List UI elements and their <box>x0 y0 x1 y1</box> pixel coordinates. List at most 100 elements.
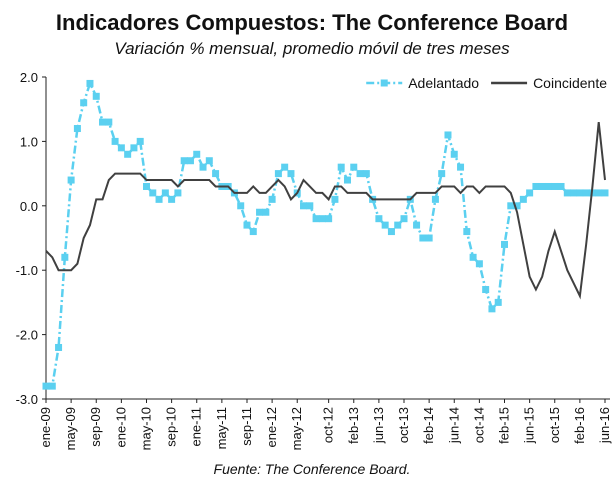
series-marker <box>168 195 176 203</box>
series-marker <box>507 202 515 210</box>
series-marker <box>161 189 169 197</box>
series-marker <box>469 253 477 261</box>
series-marker <box>375 215 383 223</box>
legend-label: Coincidente <box>533 75 607 91</box>
series-marker <box>444 131 452 139</box>
chart-subtitle: Variación % mensual, promedio móvil de t… <box>114 39 510 58</box>
series-marker <box>438 170 446 178</box>
x-tick-label: oct-15 <box>547 407 562 443</box>
chart-title: Indicadores Compuestos: The Conference B… <box>56 10 568 35</box>
series-marker <box>431 195 439 203</box>
series-marker <box>117 144 125 152</box>
series-marker <box>457 163 465 171</box>
legend-marker <box>380 79 388 87</box>
y-tick-label: 0.0 <box>20 199 38 214</box>
series-marker <box>557 182 565 190</box>
x-tick-label: feb-13 <box>346 407 361 444</box>
series-marker <box>563 189 571 197</box>
series-marker <box>419 234 427 242</box>
series-marker <box>538 182 546 190</box>
x-tick-label: feb-15 <box>497 407 512 444</box>
series-marker <box>86 79 94 87</box>
series-marker <box>488 305 496 313</box>
series-marker <box>400 215 408 223</box>
series-marker <box>413 221 421 229</box>
series-marker <box>475 260 483 268</box>
series-marker <box>243 221 251 229</box>
x-tick-label: may-12 <box>289 407 304 450</box>
series-marker <box>186 157 194 165</box>
series-marker <box>325 215 333 223</box>
series-marker <box>199 163 207 171</box>
source-note: Fuente: The Conference Board. <box>214 461 411 477</box>
series-marker <box>111 137 119 145</box>
x-tick-label: may-11 <box>214 407 229 449</box>
x-tick-label: sep-11 <box>239 407 254 446</box>
series-marker <box>67 176 75 184</box>
y-tick-label: 2.0 <box>20 70 38 85</box>
y-tick-label: -1.0 <box>16 263 38 278</box>
series-marker <box>237 202 245 210</box>
series-marker <box>381 221 389 229</box>
x-tick-label: jun-15 <box>522 407 537 444</box>
series-marker <box>99 118 107 126</box>
x-tick-label: jun-16 <box>597 407 612 444</box>
series-marker <box>205 157 213 165</box>
y-tick-label: 1.0 <box>20 134 38 149</box>
series-marker <box>92 92 100 100</box>
series-marker <box>526 189 534 197</box>
series-marker <box>312 215 320 223</box>
series-marker <box>105 118 113 126</box>
series-marker <box>73 125 81 133</box>
x-tick-label: jun-13 <box>371 407 386 444</box>
x-tick-label: jun-14 <box>446 407 461 444</box>
series-marker <box>262 208 270 216</box>
x-tick-label: oct-14 <box>471 407 486 443</box>
series-marker <box>174 189 182 197</box>
series-marker <box>136 137 144 145</box>
series-marker <box>582 189 590 197</box>
series-marker <box>450 150 458 158</box>
series-marker <box>394 221 402 229</box>
series-marker <box>268 195 276 203</box>
series-marker <box>463 228 471 236</box>
series-marker <box>274 170 282 178</box>
series-marker <box>595 189 603 197</box>
series-marker <box>356 170 364 178</box>
series-marker <box>513 202 521 210</box>
series-marker <box>61 253 69 261</box>
series-marker <box>193 150 201 158</box>
series-marker <box>55 343 63 351</box>
series-marker <box>300 202 308 210</box>
series-marker <box>482 286 490 294</box>
series-marker <box>149 189 157 197</box>
x-tick-label: ene-12 <box>264 407 279 447</box>
series-marker <box>425 234 433 242</box>
x-tick-label: sep-09 <box>88 407 103 447</box>
series-marker <box>501 240 509 248</box>
series-marker <box>337 163 345 171</box>
series-marker <box>281 163 289 171</box>
series-marker <box>180 157 188 165</box>
x-tick-label: feb-16 <box>572 407 587 444</box>
series-marker <box>544 182 552 190</box>
series-marker <box>343 176 351 184</box>
series-marker <box>130 144 138 152</box>
x-tick-label: ene-09 <box>38 407 53 447</box>
x-tick-label: may-09 <box>63 407 78 450</box>
x-tick-label: oct-12 <box>321 407 336 443</box>
series-marker <box>318 215 326 223</box>
series-marker <box>142 182 150 190</box>
y-tick-label: -3.0 <box>16 392 38 407</box>
series-marker <box>80 99 88 107</box>
series-marker <box>249 228 257 236</box>
x-tick-label: may-10 <box>138 407 153 450</box>
series-marker <box>570 189 578 197</box>
series-marker <box>601 189 609 197</box>
series-line <box>45 121 606 300</box>
x-tick-label: ene-11 <box>189 407 204 447</box>
series-marker <box>155 195 163 203</box>
series-marker <box>551 182 559 190</box>
series-marker <box>306 202 314 210</box>
